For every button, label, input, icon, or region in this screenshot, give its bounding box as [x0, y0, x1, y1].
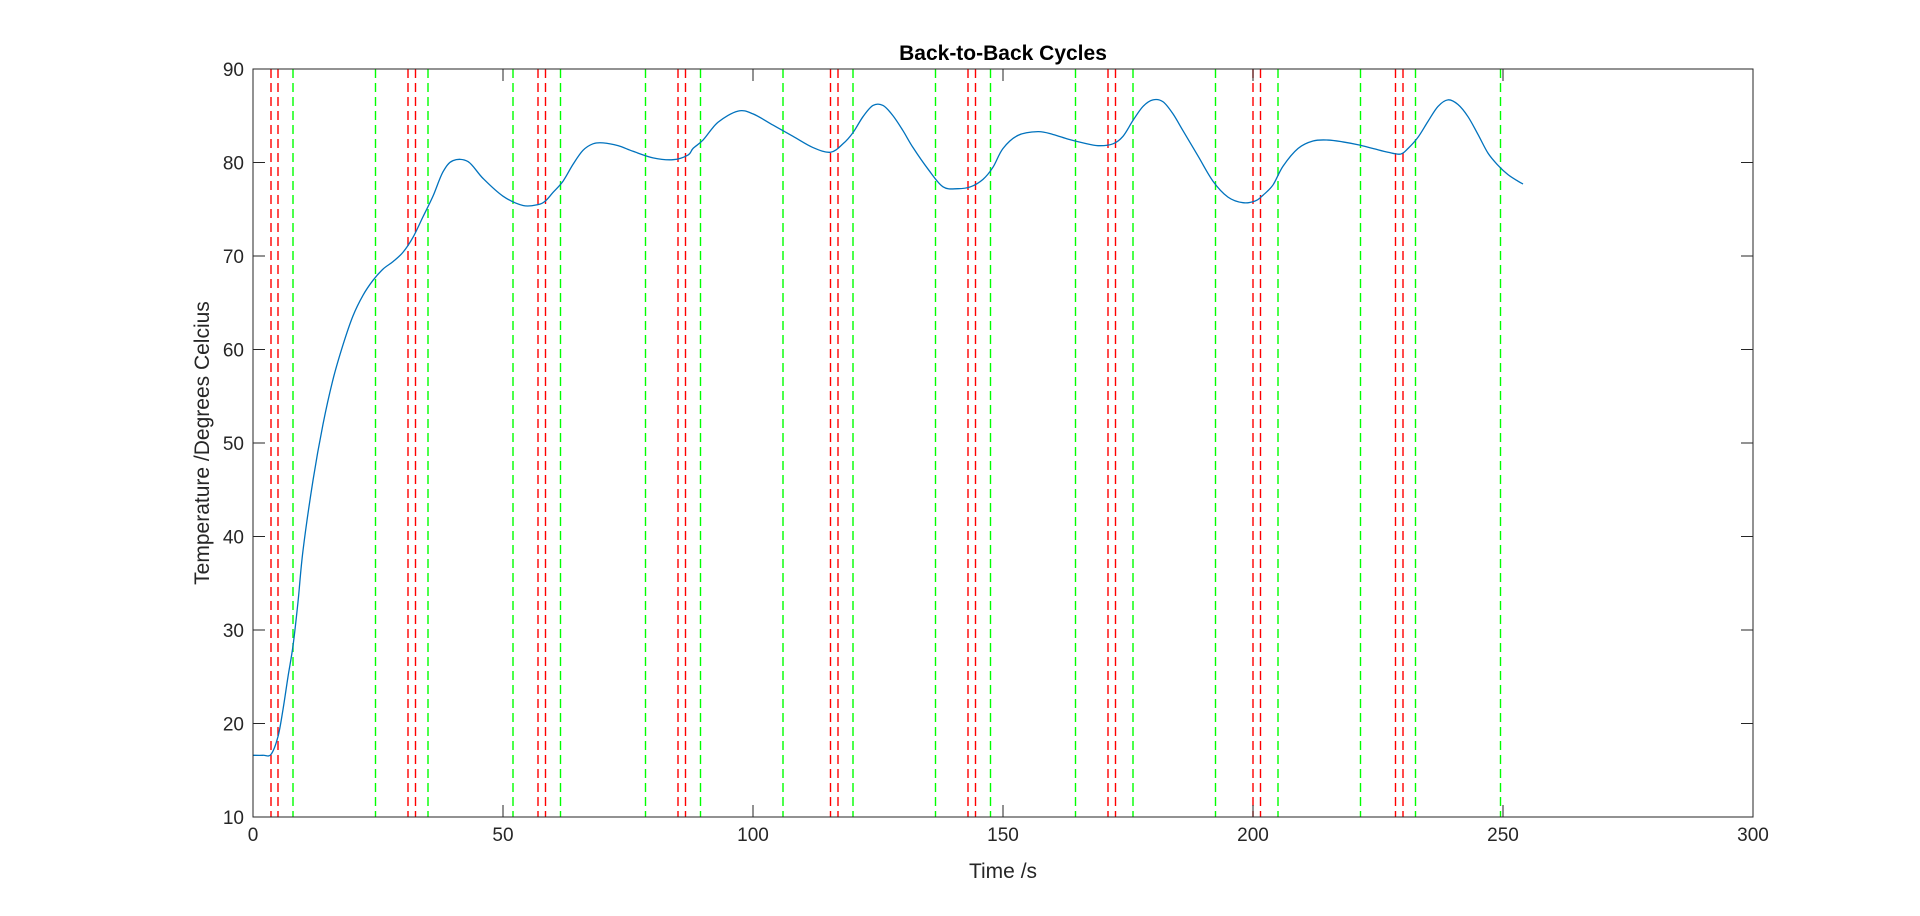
- y-tick-label: 30: [223, 621, 244, 642]
- y-tick-label: 20: [223, 715, 244, 736]
- x-tick-label: 100: [737, 825, 769, 846]
- y-tick-label: 40: [223, 528, 244, 549]
- y-tick-label: 70: [223, 247, 244, 268]
- x-tick-label: 300: [1737, 825, 1769, 846]
- x-tick-label: 200: [1237, 825, 1269, 846]
- x-tick-label: 150: [987, 825, 1019, 846]
- y-tick-label: 80: [223, 154, 244, 175]
- y-tick-label: 60: [223, 341, 244, 362]
- series-line: [252, 98, 1524, 757]
- y-axis-label: Temperature /Degrees Celcius: [191, 301, 214, 585]
- x-tick-label: 250: [1487, 825, 1519, 846]
- vertical-marker-lines: [270, 69, 1502, 817]
- plot-area: [253, 69, 1753, 817]
- x-tick-label: 0: [248, 825, 259, 846]
- y-tick-label: 10: [223, 808, 244, 829]
- x-tick-label: 50: [492, 825, 513, 846]
- y-tick-label: 90: [223, 60, 244, 81]
- y-tick-label: 50: [223, 434, 244, 455]
- chart-title: Back-to-Back Cycles: [899, 42, 1107, 65]
- series-layer: [252, 98, 1524, 757]
- x-axis-label: Time /s: [969, 860, 1037, 883]
- plot-background: [253, 69, 1753, 817]
- ticks: 0 50 100 150 200 250 300 10 20 30 40 50 60 70 80 90: [223, 60, 1769, 846]
